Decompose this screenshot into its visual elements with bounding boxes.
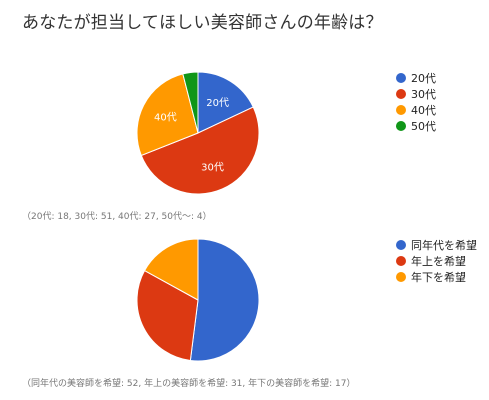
legend-item-1: 年上を希望 <box>396 253 477 269</box>
pie-chart-age: 20代 30代 40代 <box>136 71 260 195</box>
legend-label: 同年代を希望 <box>411 239 477 252</box>
legend-item-1: 30代 <box>396 86 436 102</box>
slice-label-1: 30代 <box>201 162 224 174</box>
pie-slice-2 <box>136 73 199 157</box>
pie-slice-0 <box>189 238 260 362</box>
pie-slice-1 <box>140 106 260 195</box>
legend-item-3: 50代 <box>396 118 436 134</box>
legend-preference: 同年代を希望 年上を希望年下を希望 <box>396 237 477 285</box>
legend-item-0: 20代 <box>396 70 436 86</box>
pie-slice-0 <box>197 71 254 134</box>
legend-label: 30代 <box>411 88 436 101</box>
legend-dot-icon <box>396 240 406 250</box>
legend-item-2: 年下を希望 <box>396 269 477 285</box>
legend-label: 40代 <box>411 104 436 117</box>
chart-note-preference: （同年代の美容師を希望: 52, 年上の美容師を希望: 31, 年下の美容師を希… <box>22 379 356 389</box>
legend-label: 年下を希望 <box>411 271 466 284</box>
legend-item-0: 同年代を希望 <box>396 237 477 253</box>
legend-dot-icon <box>396 256 406 266</box>
legend-label: 50代 <box>411 120 436 133</box>
legend-dot-icon <box>396 89 406 99</box>
pie-slice-2 <box>143 238 199 301</box>
legend-dot-icon <box>396 272 406 282</box>
legend-item-2: 40代 <box>396 102 436 118</box>
pie-slice-1 <box>136 269 199 362</box>
legend-dot-icon <box>396 121 406 131</box>
legend-dot-icon <box>396 105 406 115</box>
legend-label: 年上を希望 <box>411 255 466 268</box>
legend-age: 20代 30代 40代 50代 <box>396 70 436 134</box>
legend-label: 20代 <box>411 72 436 85</box>
pie-slice-3 <box>182 71 199 134</box>
pie-chart-preference <box>136 238 260 362</box>
chart-note-age: （20代: 18, 30代: 51, 40代: 27, 50代〜: 4） <box>22 212 212 222</box>
legend-dot-icon <box>396 73 406 83</box>
slice-label-2: 40代 <box>154 111 177 123</box>
page-title: あなたが担当してほしい美容師さんの年齢は？ <box>22 13 383 33</box>
slice-label-0: 20代 <box>206 97 229 109</box>
